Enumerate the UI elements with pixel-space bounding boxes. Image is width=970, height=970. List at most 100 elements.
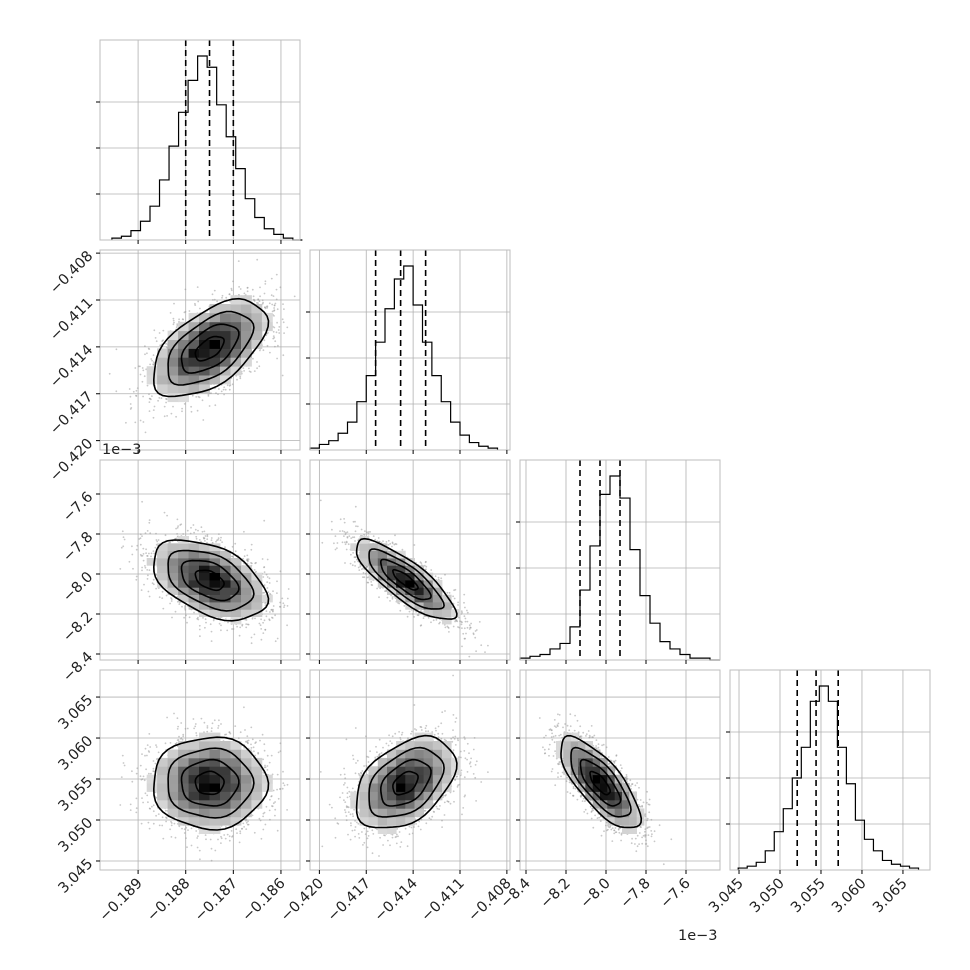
pair-panel-2-1 [306,459,511,664]
scatter-point [149,397,152,400]
scatter-point [141,500,144,503]
marginal-panel-1 [306,249,511,454]
density-cell [251,304,263,314]
scatter-point [268,577,271,580]
scatter-point [199,307,201,310]
scatter-point [274,302,277,305]
scatter-point [163,511,166,514]
scatter-point [152,363,155,365]
scatter-point [216,539,218,542]
scatter-point [176,526,179,529]
scatter-point [283,308,285,310]
scatter-point [266,576,269,578]
scatter-point [178,603,181,605]
scatter-point [287,588,290,590]
scatter-point [239,377,242,380]
scatter-point [184,288,187,291]
scatter-point [221,294,224,297]
density-cell [167,348,179,358]
scatter-point [263,339,266,342]
density-cell [251,339,263,349]
scatter-point [225,296,228,299]
scatter-point [238,286,241,288]
density-cell [230,357,242,367]
density-cell [220,357,231,367]
density-cell [241,330,252,340]
scatter-point [150,358,153,360]
scatter-point [348,535,351,537]
scatter-point [135,578,138,581]
scatter-point [425,565,428,568]
density-cell [188,580,200,588]
density-cell [220,330,231,340]
scatter-point [265,610,268,613]
scatter-point [274,345,276,348]
density-cell [188,366,200,376]
scatter-point [148,521,151,524]
scatter-point [132,567,134,570]
scatter-point [175,537,178,540]
scatter-point [217,393,219,396]
scatter-point [246,623,249,626]
scatter-point [142,547,145,550]
density-cell [199,357,210,367]
density-cell [209,330,221,340]
scatter-point [136,544,139,547]
scatter-point [148,393,150,396]
scatter-point [147,347,150,350]
scatter-point [261,558,264,560]
scatter-point [169,602,172,605]
scatter-point [160,397,163,399]
density-cell [199,321,210,332]
scatter-point [143,375,146,378]
scatter-point [226,629,229,632]
contour-line [180,323,240,374]
scatter-point [253,298,255,301]
scatter-point [200,526,203,529]
scatter-point [435,619,438,621]
scatter-point [259,624,262,627]
scatter-point [135,389,138,392]
density-cell [199,384,210,394]
scatter-point [173,321,175,324]
density-cell [241,304,252,314]
scatter-point [200,540,202,543]
scatter-point [269,611,271,613]
scatter-point [246,290,249,293]
scatter-point [264,306,266,308]
scatter-point [265,573,268,576]
scatter-point [270,277,273,280]
scatter-point [272,605,275,607]
scatter-point [155,573,158,576]
scatter-point [269,351,271,354]
scatter-point [188,616,191,619]
density-cell [220,348,231,358]
scatter-point [152,361,155,363]
scatter-point [228,388,231,391]
scatter-point [258,622,261,625]
density-cell [157,550,168,559]
scatter-point [266,558,269,561]
scatter-point [251,617,254,620]
scatter-point [181,605,183,608]
density-cell [241,587,252,595]
scatter-point [145,552,148,554]
scatter-point [190,405,193,408]
density-cell [230,330,242,340]
scatter-point [250,642,253,645]
scatter-point [231,383,234,386]
scatter-point [207,393,210,396]
scatter-point [243,370,246,372]
scatter-point [155,532,157,535]
scatter-point [256,367,258,370]
scatter-point [254,617,256,620]
scatter-point [128,560,131,563]
scatter-point [221,296,223,299]
scatter-point [331,309,333,311]
density-cell [167,565,179,573]
scatter-point [178,318,181,321]
density-cell [199,580,210,588]
scatter-point [139,543,142,546]
scatter-point [157,539,160,541]
density-cell [167,366,179,376]
